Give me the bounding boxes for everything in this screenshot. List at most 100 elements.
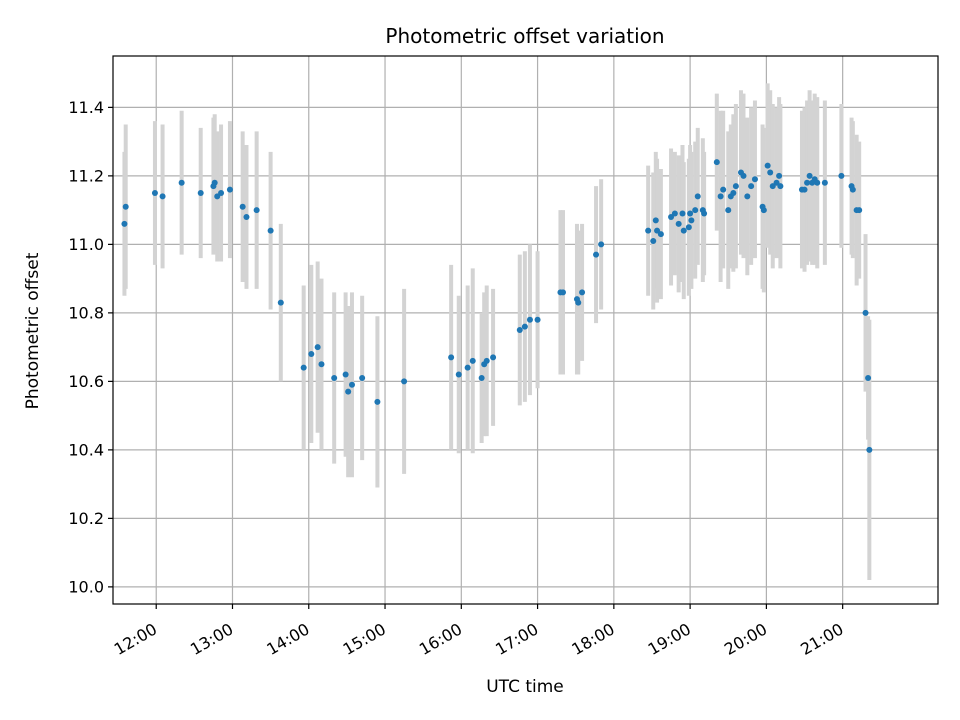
data-point bbox=[801, 186, 808, 193]
data-point bbox=[159, 193, 166, 200]
data-point bbox=[593, 251, 600, 258]
data-point bbox=[401, 378, 408, 385]
data-point bbox=[806, 172, 813, 179]
y-tick-label: 10.4 bbox=[68, 440, 104, 459]
data-point bbox=[579, 289, 586, 296]
data-point bbox=[345, 388, 352, 395]
data-point bbox=[455, 371, 462, 378]
data-point bbox=[856, 207, 863, 214]
chart-title: Photometric offset variation bbox=[385, 24, 664, 48]
data-point bbox=[243, 213, 250, 220]
data-point bbox=[122, 203, 129, 210]
y-axis-ticks: 10.0 10.2 10.4 10.6 10.8 11.0 11.2 11.4 bbox=[68, 98, 113, 596]
data-point bbox=[464, 364, 471, 371]
data-point bbox=[218, 190, 225, 196]
data-point bbox=[849, 186, 856, 193]
data-point bbox=[694, 193, 701, 200]
data-point bbox=[151, 190, 158, 196]
data-point bbox=[374, 398, 381, 405]
data-point bbox=[777, 183, 784, 190]
y-axis-label: Photometric offset bbox=[23, 252, 43, 409]
y-tick-label: 10.0 bbox=[68, 577, 104, 596]
data-point bbox=[534, 316, 541, 323]
data-point bbox=[862, 309, 869, 316]
data-point bbox=[575, 299, 582, 306]
y-tick-label: 10.2 bbox=[68, 509, 104, 528]
data-point bbox=[560, 289, 566, 296]
data-point bbox=[478, 374, 485, 381]
data-points bbox=[121, 159, 873, 453]
data-point bbox=[744, 193, 751, 200]
data-point bbox=[342, 371, 349, 378]
data-point bbox=[804, 179, 811, 186]
data-point bbox=[713, 159, 720, 166]
data-point bbox=[720, 186, 727, 193]
plot-frame bbox=[112, 55, 939, 605]
data-point bbox=[308, 350, 315, 357]
data-point bbox=[668, 213, 675, 220]
data-point bbox=[277, 299, 284, 306]
data-point bbox=[679, 210, 686, 217]
data-point bbox=[314, 344, 321, 351]
data-point bbox=[773, 179, 780, 186]
data-point bbox=[267, 227, 274, 234]
y-tick-label: 11.4 bbox=[68, 98, 104, 117]
data-point bbox=[748, 183, 755, 190]
data-point bbox=[211, 179, 218, 186]
data-point bbox=[348, 381, 355, 388]
data-point bbox=[866, 446, 873, 453]
data-point bbox=[483, 357, 490, 364]
data-point bbox=[359, 374, 366, 381]
data-point bbox=[751, 176, 758, 183]
data-point bbox=[769, 183, 776, 190]
data-point bbox=[598, 241, 605, 248]
data-point bbox=[650, 237, 657, 244]
data-point bbox=[760, 207, 767, 214]
data-point bbox=[725, 207, 732, 214]
data-point bbox=[318, 361, 325, 368]
data-point bbox=[657, 231, 664, 238]
data-point bbox=[767, 169, 774, 176]
data-point bbox=[516, 327, 523, 333]
data-point bbox=[226, 186, 233, 193]
data-point bbox=[121, 220, 128, 227]
data-point bbox=[776, 172, 783, 179]
data-point bbox=[701, 210, 708, 217]
data-point bbox=[490, 354, 497, 361]
data-point bbox=[197, 190, 204, 196]
data-point bbox=[654, 227, 661, 234]
data-point bbox=[732, 183, 739, 190]
y-tick-label: 11.0 bbox=[68, 235, 104, 254]
data-point bbox=[730, 190, 737, 196]
data-point bbox=[740, 172, 747, 179]
y-tick-label: 10.6 bbox=[68, 372, 104, 391]
data-point bbox=[680, 227, 687, 234]
data-point bbox=[671, 210, 678, 217]
data-point bbox=[687, 210, 694, 217]
data-point bbox=[675, 220, 682, 227]
data-point bbox=[688, 217, 695, 224]
data-point bbox=[764, 162, 771, 169]
data-point bbox=[821, 179, 828, 186]
data-point bbox=[469, 357, 476, 364]
data-point bbox=[685, 224, 692, 231]
data-point bbox=[652, 217, 659, 224]
data-point bbox=[239, 203, 246, 210]
data-point bbox=[865, 374, 872, 381]
data-point bbox=[214, 193, 221, 200]
data-point bbox=[253, 207, 260, 214]
data-point bbox=[692, 207, 699, 214]
data-point bbox=[526, 316, 533, 323]
x-axis-label: UTC time bbox=[486, 677, 564, 697]
data-point bbox=[521, 323, 528, 330]
data-point bbox=[645, 227, 652, 234]
data-point bbox=[717, 193, 724, 200]
data-point bbox=[448, 354, 455, 361]
data-point bbox=[300, 364, 307, 371]
y-tick-label: 11.2 bbox=[68, 166, 104, 185]
data-point bbox=[814, 179, 821, 186]
y-tick-label: 10.8 bbox=[68, 303, 104, 322]
data-point bbox=[331, 374, 338, 381]
data-point bbox=[838, 172, 845, 179]
